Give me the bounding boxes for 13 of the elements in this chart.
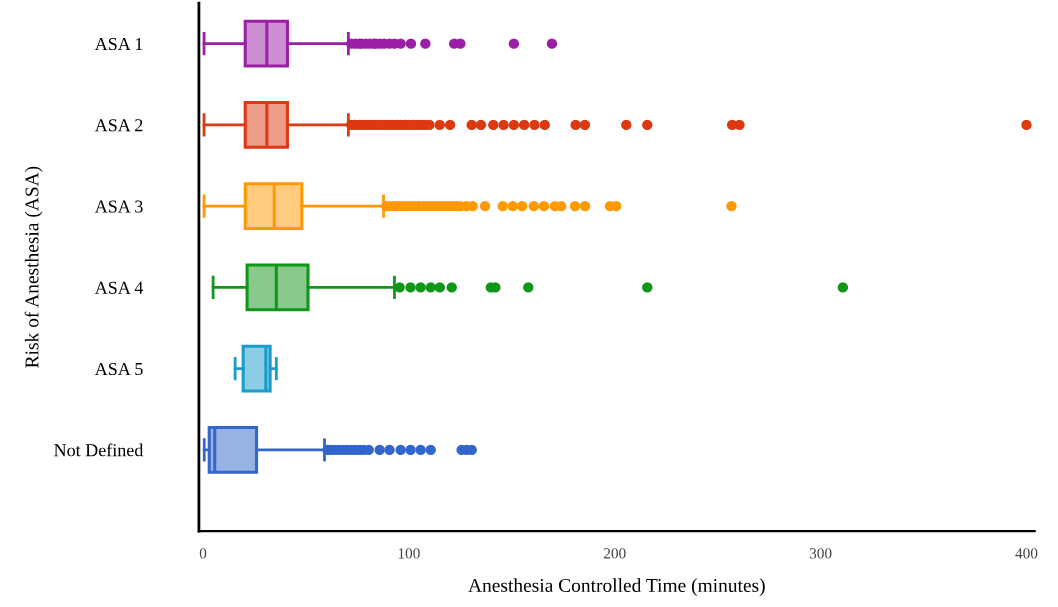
- x-tick-label: 400: [1015, 548, 1038, 559]
- x-tick-label: 300: [809, 548, 832, 559]
- y-tick-label: Not Defined: [54, 443, 144, 457]
- y-axis-title: Risk of Anesthesia (ASA): [24, 166, 43, 368]
- y-tick-label: ASA 5: [94, 362, 143, 376]
- x-tick-label: 200: [603, 548, 626, 559]
- y-tick-label: ASA 3: [94, 200, 143, 213]
- y-tick-label: ASA 4: [94, 281, 144, 294]
- x-tick-label: 100: [398, 548, 420, 559]
- x-axis-title: Anesthesia Controlled Time (minutes): [468, 578, 765, 596]
- x-tick-label: 0: [199, 548, 207, 559]
- y-tick-label: ASA 2: [94, 119, 143, 132]
- y-tick-label: ASA 1: [94, 37, 143, 51]
